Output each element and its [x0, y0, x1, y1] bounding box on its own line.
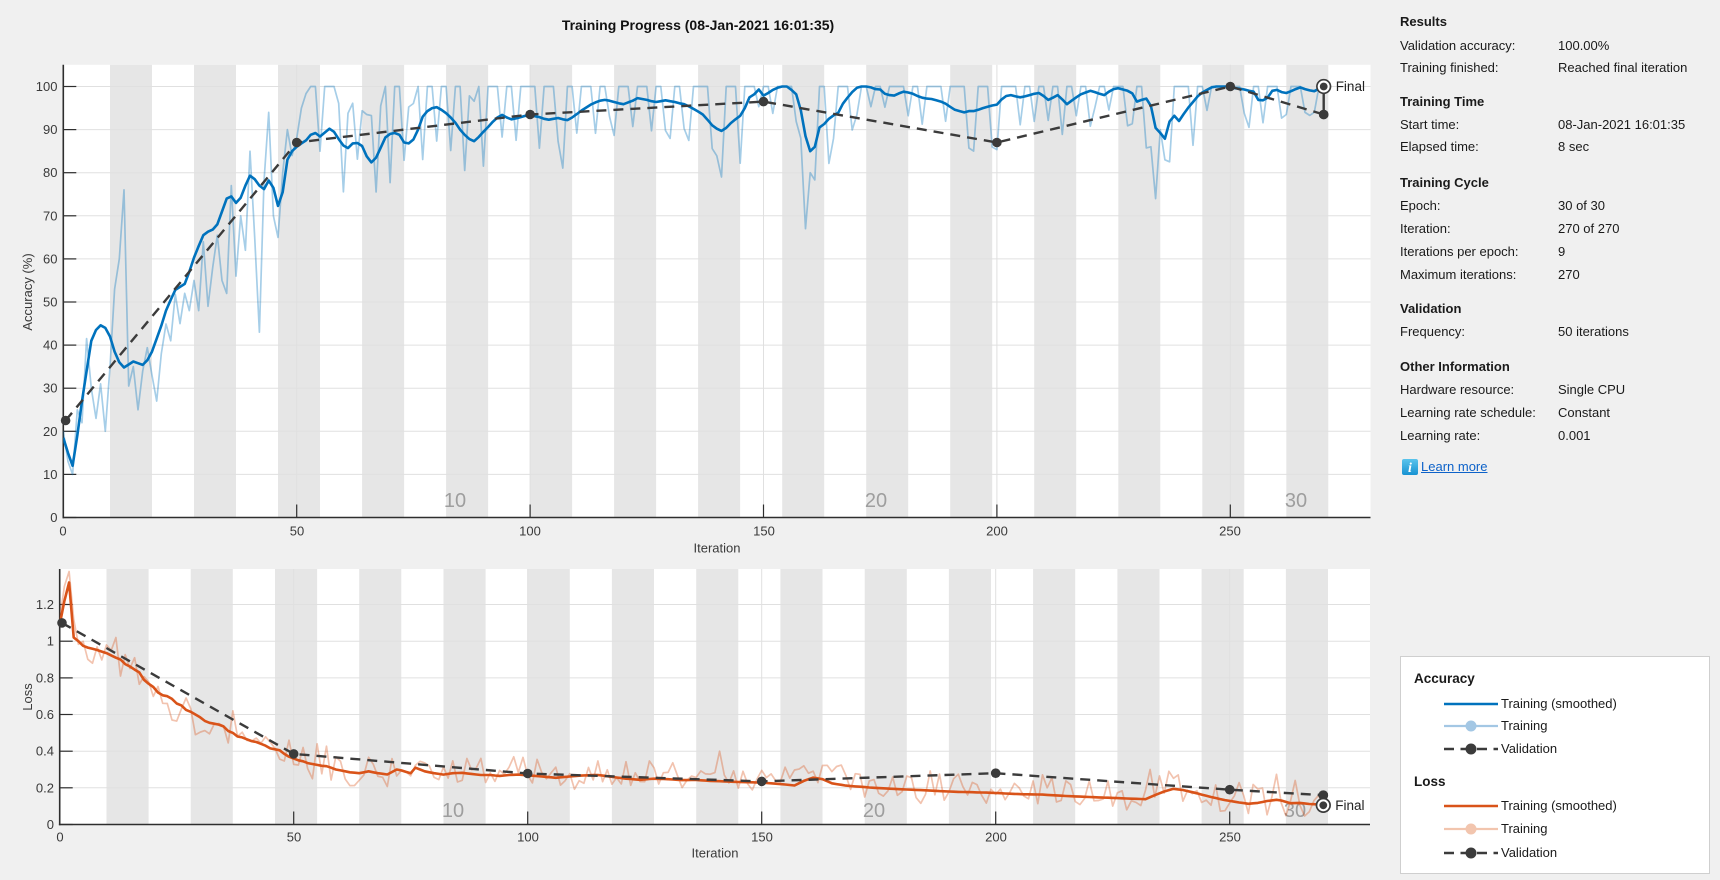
svg-text:150: 150: [753, 524, 775, 539]
svg-text:80: 80: [43, 165, 57, 180]
svg-text:150: 150: [751, 830, 773, 845]
svg-text:0.8: 0.8: [36, 670, 54, 685]
svg-text:100: 100: [517, 830, 539, 845]
svg-text:10: 10: [442, 800, 464, 822]
svg-text:30: 30: [1285, 490, 1307, 512]
svg-text:10: 10: [43, 467, 57, 482]
svg-text:20: 20: [865, 490, 887, 512]
svg-text:0: 0: [59, 524, 66, 539]
svg-text:50: 50: [43, 295, 57, 310]
svg-text:20: 20: [43, 424, 57, 439]
svg-text:20: 20: [863, 800, 885, 822]
svg-text:0.6: 0.6: [36, 707, 54, 722]
svg-text:0: 0: [47, 817, 54, 832]
svg-text:100: 100: [36, 79, 58, 94]
svg-text:250: 250: [1219, 524, 1241, 539]
svg-text:30: 30: [1284, 800, 1306, 822]
svg-text:200: 200: [986, 524, 1008, 539]
svg-text:Iteration: Iteration: [692, 846, 739, 861]
svg-text:40: 40: [43, 338, 57, 353]
svg-text:90: 90: [43, 122, 57, 137]
svg-text:0: 0: [56, 830, 63, 845]
svg-text:Loss: Loss: [20, 683, 35, 711]
svg-text:0: 0: [50, 510, 57, 525]
svg-text:Training Progress (08-Jan-2021: Training Progress (08-Jan-2021 16:01:35): [562, 17, 834, 33]
svg-text:Accuracy (%): Accuracy (%): [20, 253, 35, 330]
svg-text:10: 10: [444, 490, 466, 512]
svg-text:Final: Final: [1336, 79, 1365, 94]
svg-text:50: 50: [287, 830, 301, 845]
svg-text:60: 60: [43, 251, 57, 266]
svg-text:0.4: 0.4: [36, 744, 54, 759]
svg-text:100: 100: [519, 524, 541, 539]
svg-text:i: i: [1408, 461, 1412, 475]
svg-text:0.2: 0.2: [36, 780, 54, 795]
svg-text:Final: Final: [1335, 798, 1364, 813]
svg-text:200: 200: [985, 830, 1007, 845]
svg-text:30: 30: [43, 381, 57, 396]
svg-text:1: 1: [47, 634, 54, 649]
svg-text:50: 50: [290, 524, 304, 539]
svg-text:70: 70: [43, 208, 57, 223]
svg-text:250: 250: [1219, 830, 1241, 845]
svg-text:1.2: 1.2: [36, 597, 54, 612]
svg-text:Iteration: Iteration: [694, 541, 741, 556]
